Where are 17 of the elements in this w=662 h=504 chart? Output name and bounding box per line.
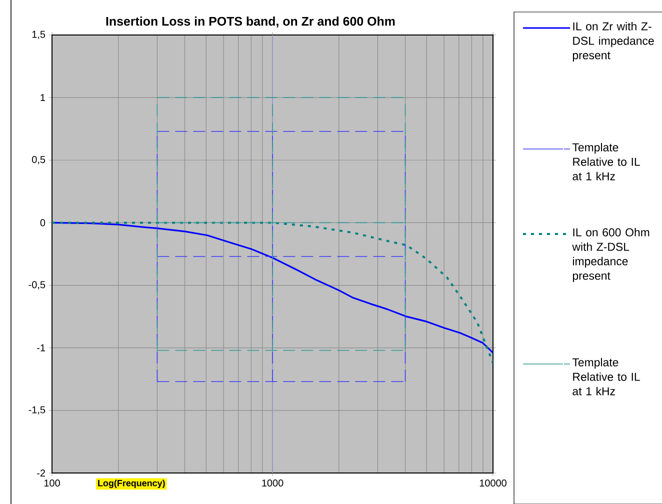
y-tick-label: 0 bbox=[40, 219, 46, 226]
x-tick-label: 1000 bbox=[262, 480, 284, 487]
legend-label: IL on 600 Ohm with Z-DSL impedance present bbox=[572, 228, 650, 282]
y-tick-label: -0,5 bbox=[28, 281, 46, 290]
y-tick-label: -2 bbox=[37, 470, 45, 476]
y-tick-label: 1 bbox=[40, 94, 46, 101]
chart-title: Insertion Loss in POTS band, on Zr and 600 Ohm bbox=[106, 16, 395, 28]
y-tick-label: 1,5 bbox=[32, 30, 46, 40]
legend-label: Template Relative to IL at 1 kHz bbox=[572, 358, 640, 396]
legend-label: IL on Zr with Z-DSL impedance present bbox=[572, 22, 654, 62]
x-axis-title: Log(Frequency) bbox=[98, 480, 165, 488]
legend-label: Template Relative to IL at 1 kHz bbox=[572, 143, 640, 180]
y-tick-label: 0,5 bbox=[32, 156, 46, 164]
y-tick-label: -1,5 bbox=[28, 406, 46, 414]
x-tick-label: 10000 bbox=[480, 480, 506, 487]
x-tick-label: 100 bbox=[44, 480, 60, 487]
y-tick-label: -1 bbox=[37, 344, 46, 352]
